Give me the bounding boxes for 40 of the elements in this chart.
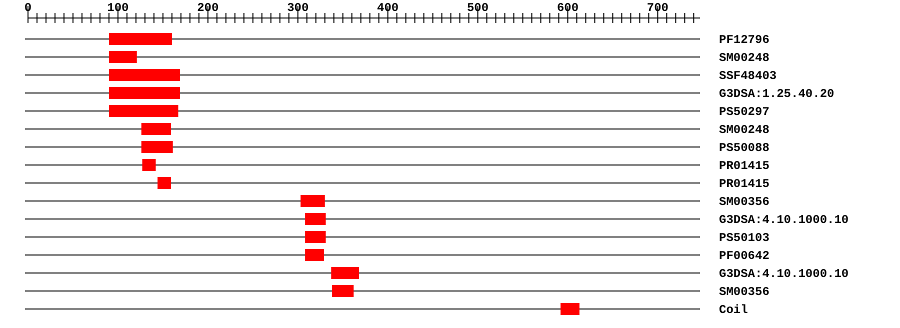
x-tick-label: 300 bbox=[287, 1, 309, 15]
x-tick-label: 100 bbox=[107, 1, 129, 15]
bar bbox=[560, 303, 580, 315]
y-tick-label: PS50088 bbox=[719, 141, 770, 155]
y-tick-label: SM00356 bbox=[719, 195, 770, 209]
bar bbox=[142, 159, 156, 171]
bar bbox=[305, 213, 326, 225]
bar bbox=[305, 249, 324, 261]
y-tick-label: SM00248 bbox=[719, 51, 770, 65]
bar bbox=[141, 141, 173, 153]
bar bbox=[305, 231, 326, 243]
y-tick-label: PS50297 bbox=[719, 105, 770, 119]
y-tick-label: G3DSA:1.25.40.20 bbox=[719, 87, 834, 101]
y-tick-label: PF00642 bbox=[719, 249, 770, 263]
y-tick-label: PR01415 bbox=[719, 177, 770, 191]
bar bbox=[331, 267, 360, 279]
bar bbox=[158, 177, 172, 189]
bar bbox=[108, 69, 180, 81]
y-tick-label: G3DSA:4.10.1000.10 bbox=[719, 213, 849, 227]
y-tick-label: Coil bbox=[719, 303, 748, 317]
y-tick-label: PS50103 bbox=[719, 231, 770, 245]
x-tick-label: 600 bbox=[556, 1, 579, 15]
bar bbox=[141, 123, 172, 135]
x-tick-label: 400 bbox=[377, 1, 399, 15]
bar bbox=[108, 51, 137, 63]
x-tick-label: 200 bbox=[197, 1, 219, 15]
y-tick-label: PF12796 bbox=[719, 33, 770, 47]
y-tick-label: SSF48403 bbox=[719, 69, 777, 83]
bar bbox=[108, 105, 178, 117]
y-tick-label: PR01415 bbox=[719, 159, 770, 173]
x-tick-label: 500 bbox=[466, 1, 489, 15]
y-tick-label: SM00248 bbox=[719, 123, 770, 137]
y-tick-label: SM00356 bbox=[719, 285, 770, 299]
bar bbox=[108, 33, 172, 45]
bar bbox=[300, 195, 325, 207]
bar bbox=[108, 87, 180, 99]
x-tick-label: 0 bbox=[24, 1, 32, 15]
bar bbox=[332, 285, 354, 297]
y-tick-label: G3DSA:4.10.1000.10 bbox=[719, 267, 849, 281]
x-tick-label: 700 bbox=[646, 1, 669, 15]
